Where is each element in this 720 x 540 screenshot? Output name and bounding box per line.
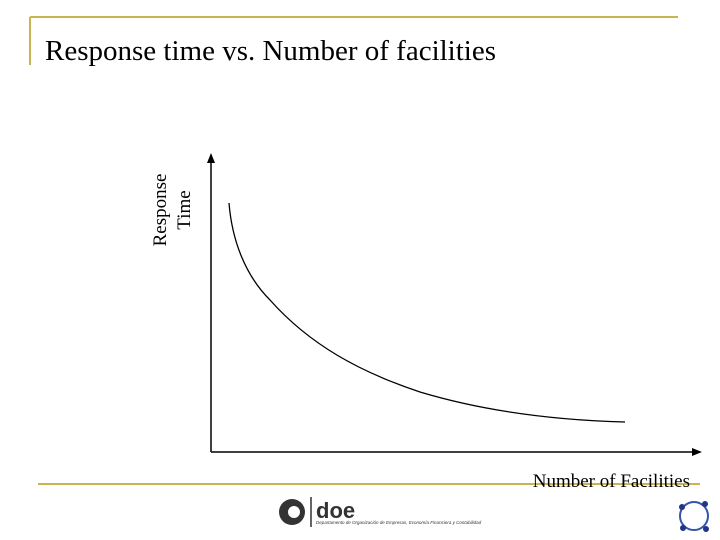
x-axis-label: Number of Facilities [533, 471, 690, 492]
logo-text: doe [316, 498, 355, 523]
y-arrow [207, 153, 215, 163]
y-label-line: Time [174, 190, 195, 229]
department-text: Departamento de Organización de Empresas… [316, 520, 482, 525]
logo: doe Departamento de Organización de Empr… [279, 497, 482, 527]
icon-dot [680, 525, 686, 531]
logo-mark-inner [288, 506, 300, 518]
axes [207, 153, 702, 456]
x-arrow [692, 448, 702, 456]
corner-icon [679, 501, 709, 532]
icon-dot [702, 501, 708, 507]
icon-ring [679, 501, 709, 531]
y-axis-label: Response Time [150, 174, 195, 247]
y-label-line: Response [150, 174, 171, 247]
icon-dot [703, 526, 709, 532]
curve [228, 202, 626, 423]
slide-title: Response time vs. Number of facilities [45, 35, 496, 67]
frame [29, 16, 700, 485]
icon-dot [679, 504, 685, 510]
